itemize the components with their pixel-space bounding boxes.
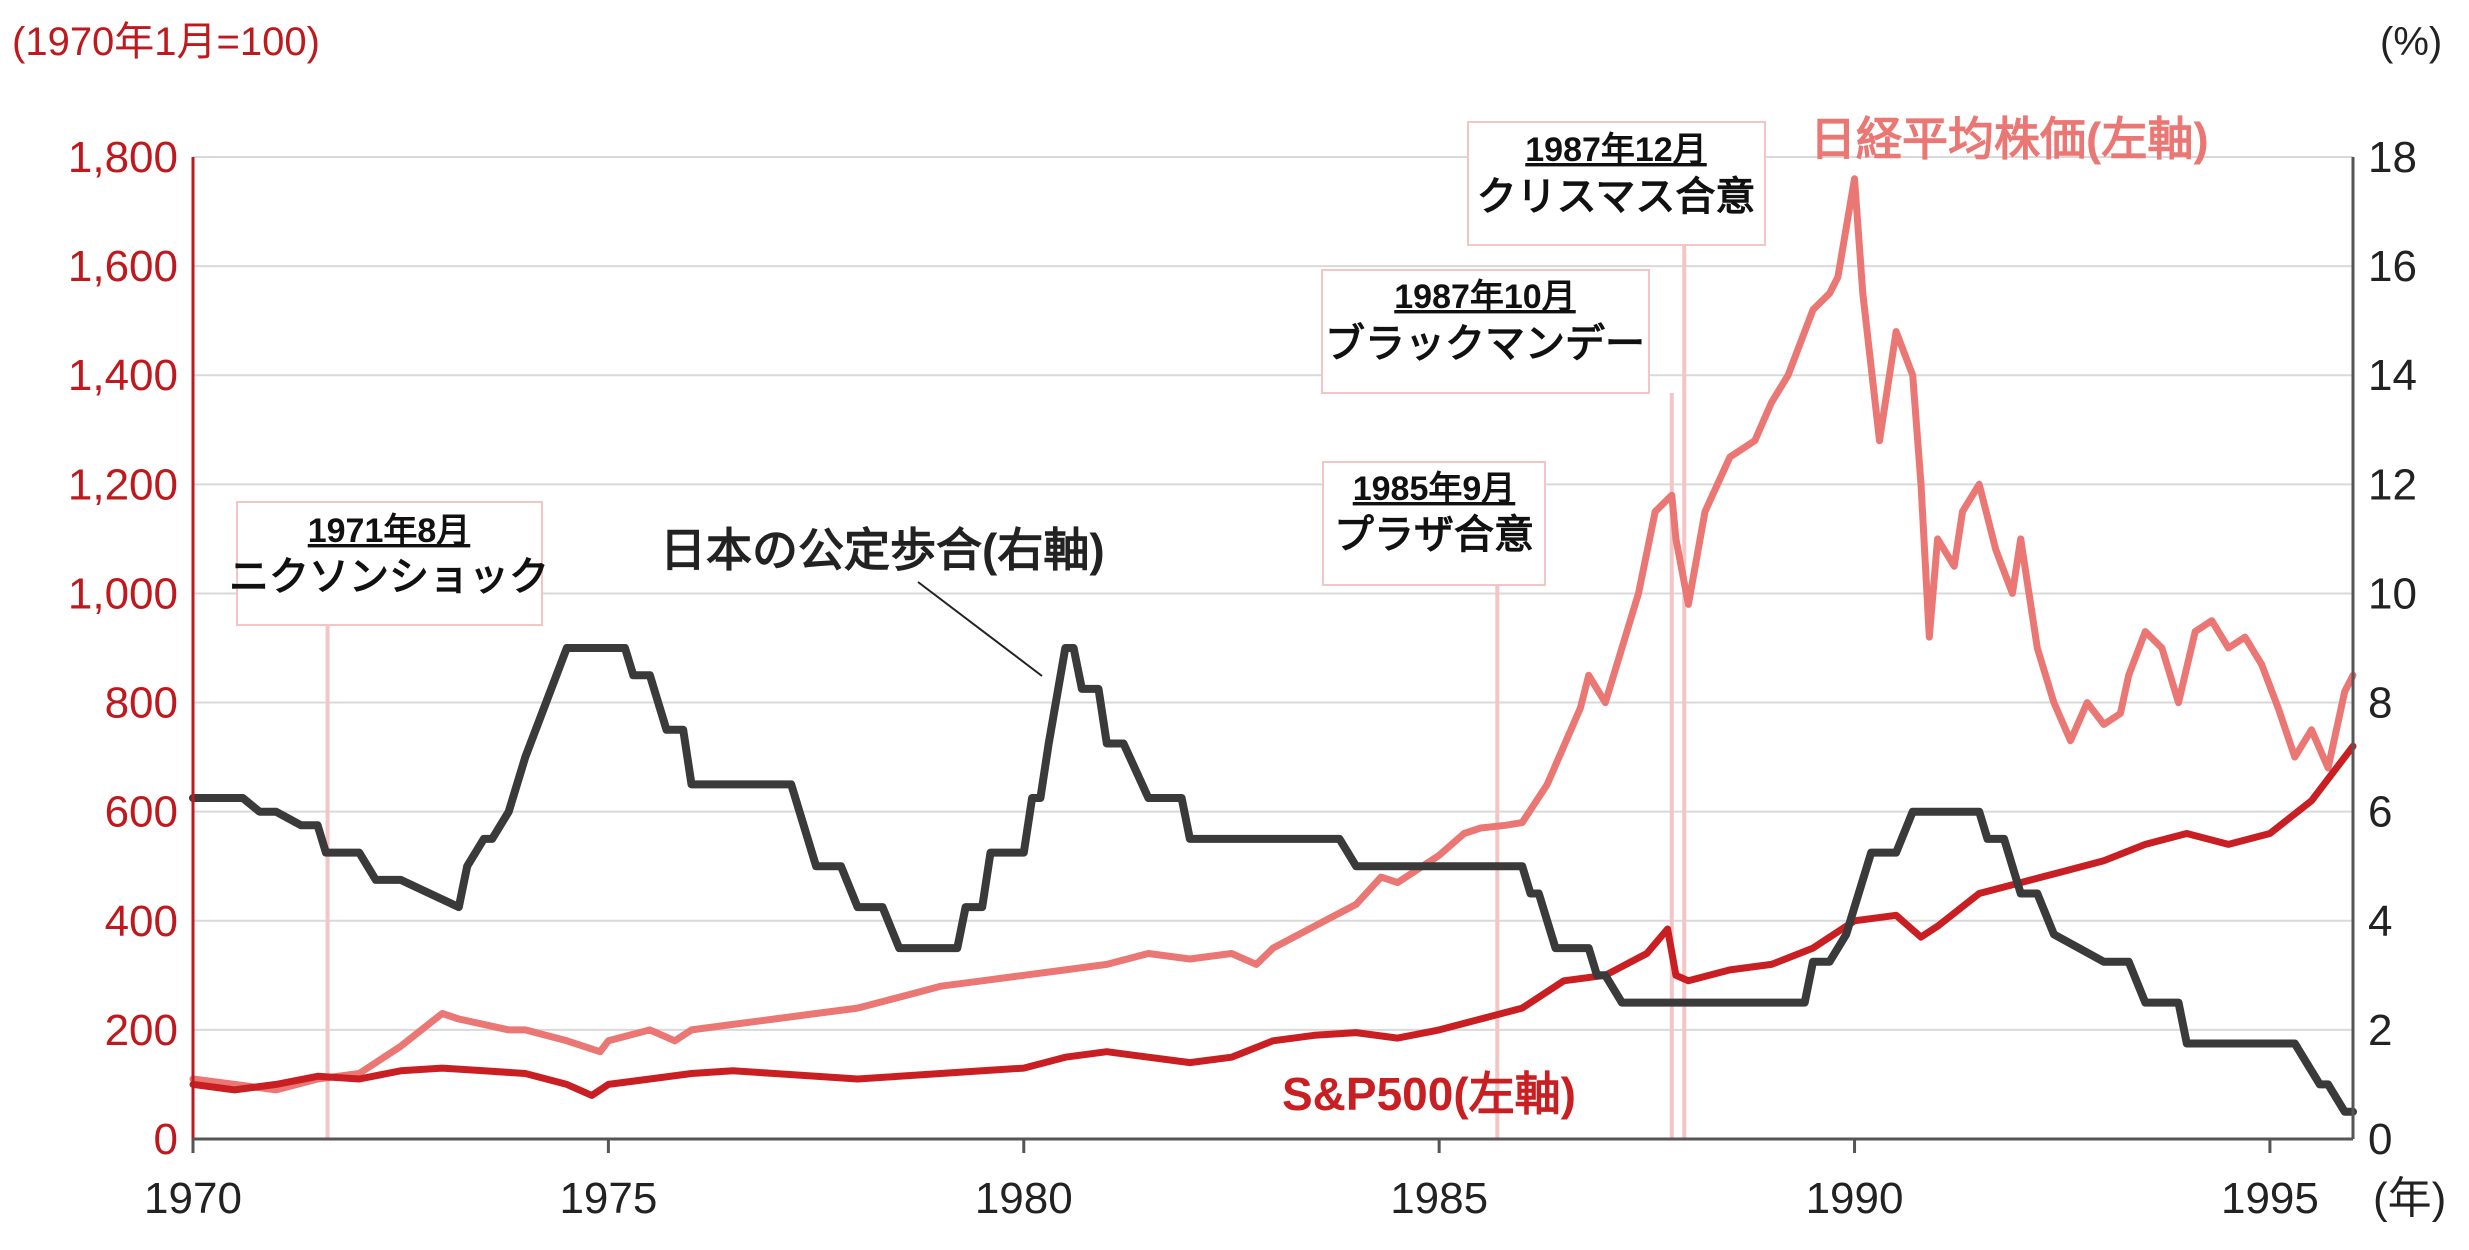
x-tick-label: 1995 xyxy=(2221,1174,2319,1223)
series-label-sp500: S&P500(左軸) xyxy=(1282,1068,1576,1120)
x-tick-label: 1980 xyxy=(975,1174,1073,1223)
annotation-plaza: 1985年9月 プラザ合意 xyxy=(1322,461,1546,586)
series-label-nikkei: 日経平均株価(左軸) xyxy=(1810,113,2209,165)
right-tick-label: 4 xyxy=(2368,897,2392,946)
jp-discount-rate-line xyxy=(189,644,2357,1116)
annotation-black-monday-date: 1987年10月 xyxy=(1394,278,1575,316)
right-tick-label: 10 xyxy=(2368,569,2417,618)
left-tick-label: 800 xyxy=(105,679,178,728)
annotation-nixon-name: ニクソンショック xyxy=(229,555,549,599)
right-tick-label: 8 xyxy=(2368,679,2392,728)
annotation-black-monday: 1987年10月 ブラックマンデー xyxy=(1321,269,1650,394)
x-tick-label: 1970 xyxy=(144,1174,242,1223)
right-tick-label: 14 xyxy=(2368,351,2417,400)
right-tick-label: 6 xyxy=(2368,788,2392,837)
right-tick-label: 12 xyxy=(2368,460,2417,509)
left-tick-label: 1,200 xyxy=(68,460,178,509)
right-axis-unit: (%) xyxy=(2380,20,2442,64)
x-tick-label: 1985 xyxy=(1390,1174,1488,1223)
right-tick-label: 16 xyxy=(2368,242,2417,291)
left-tick-label: 600 xyxy=(105,788,178,837)
right-tick-label: 18 xyxy=(2368,133,2417,182)
annotation-black-monday-name: ブラックマンデー xyxy=(1325,321,1645,366)
series-label-rate-leader xyxy=(917,581,1043,677)
left-tick-label: 1,400 xyxy=(68,351,178,400)
left-tick-label: 1,000 xyxy=(68,569,178,618)
left-tick-label: 400 xyxy=(105,897,178,946)
annotation-christmas: 1987年12月 クリスマス合意 xyxy=(1467,121,1766,246)
annotation-christmas-name: クリスマス合意 xyxy=(1477,175,1756,219)
series-lines xyxy=(189,175,2357,1116)
left-tick-label: 0 xyxy=(154,1115,178,1164)
right-axis-ticks: 0 2 4 6 8 10 12 14 16 18 xyxy=(2368,133,2417,1164)
series-label-rate: 日本の公定歩合(右軸) xyxy=(660,524,1105,576)
sp500-line xyxy=(189,742,2357,1099)
x-axis-ticks: 1970 1975 1980 1985 1990 1995 xyxy=(144,1139,2319,1223)
x-axis-unit: (年) xyxy=(2373,1174,2446,1223)
annotation-plaza-date: 1985年9月 xyxy=(1353,470,1516,508)
nikkei-line xyxy=(189,175,2357,1094)
left-tick-label: 200 xyxy=(105,1006,178,1055)
left-axis-ticks: 0 200 400 600 800 1,000 1,200 1,400 1,600 1,800 xyxy=(68,133,178,1164)
annotation-nixon-date: 1971年8月 xyxy=(308,512,471,550)
left-tick-label: 1,800 xyxy=(68,133,178,182)
right-tick-label: 2 xyxy=(2368,1006,2392,1055)
right-tick-label: 0 xyxy=(2368,1115,2392,1164)
annotation-plaza-name: プラザ合意 xyxy=(1334,513,1534,557)
annotation-nixon: 1971年8月 ニクソンショック xyxy=(229,501,549,626)
left-axis-unit: (1970年1月=100) xyxy=(12,20,320,64)
gridlines xyxy=(193,156,2353,1031)
left-tick-label: 1,600 xyxy=(68,242,178,291)
x-tick-label: 1990 xyxy=(1806,1174,1904,1223)
annotation-christmas-date: 1987年12月 xyxy=(1525,131,1706,169)
x-tick-label: 1975 xyxy=(559,1174,657,1223)
